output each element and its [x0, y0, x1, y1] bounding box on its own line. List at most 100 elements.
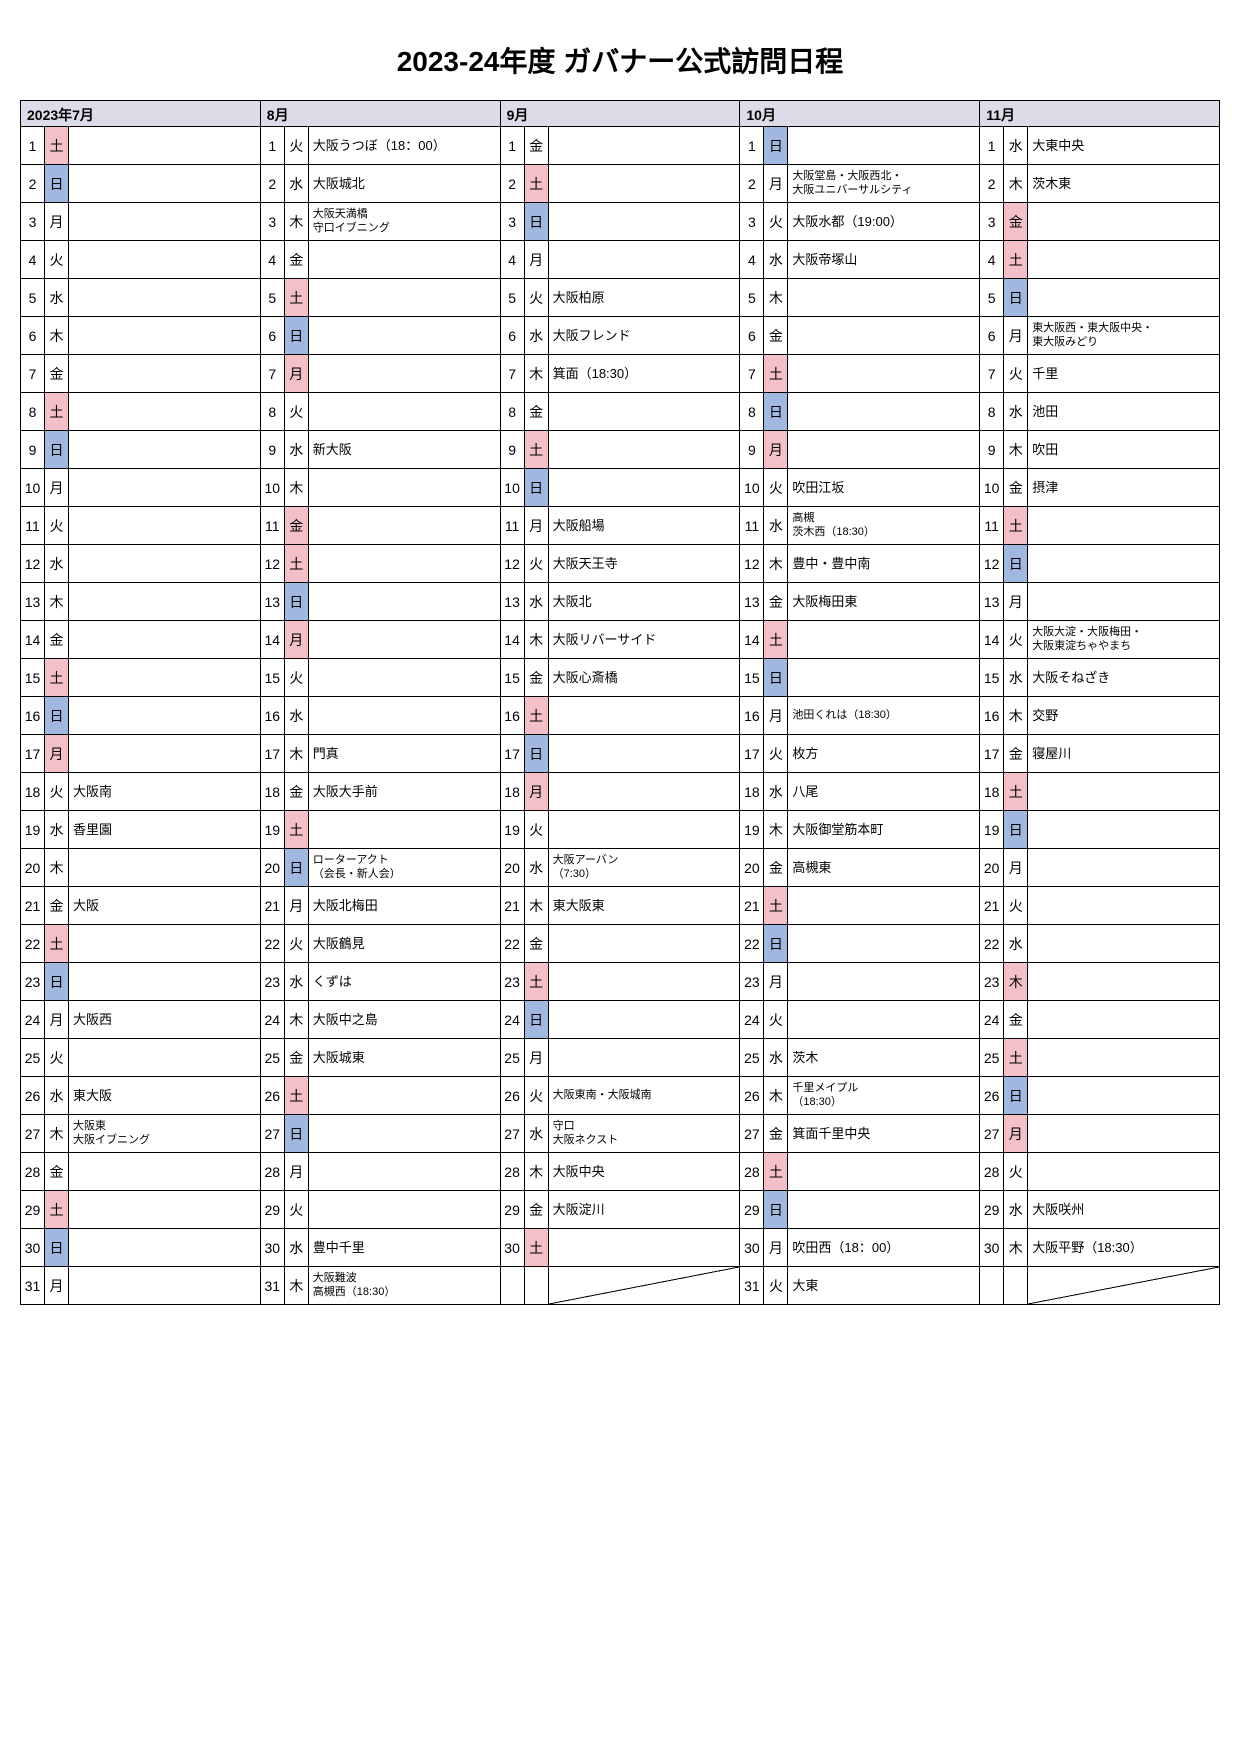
- day-row: 1火大阪うつぼ（18：00）: [261, 127, 501, 165]
- day-row: 1土: [21, 127, 261, 165]
- event-cell: [69, 659, 260, 696]
- day-number: 18: [740, 773, 764, 810]
- day-of-week: 土: [45, 127, 69, 164]
- event-cell: [1028, 583, 1219, 620]
- day-row: 3金: [980, 203, 1220, 241]
- day-row: 5火大阪柏原: [501, 279, 741, 317]
- event-cell: [1028, 925, 1219, 962]
- event-cell: [549, 925, 740, 962]
- day-row: 19土: [261, 811, 501, 849]
- day-number: 17: [501, 735, 525, 772]
- event-cell: 茨木東: [1028, 165, 1219, 202]
- day-row: 21月大阪北梅田: [261, 887, 501, 925]
- day-row: 25火: [21, 1039, 261, 1077]
- day-row: 24火: [740, 1001, 980, 1039]
- day-number: 13: [740, 583, 764, 620]
- day-number: 1: [261, 127, 285, 164]
- day-of-week: 土: [525, 431, 549, 468]
- event-cell: 大阪そねざき: [1028, 659, 1219, 696]
- event-cell: [69, 583, 260, 620]
- day-of-week: 日: [764, 925, 788, 962]
- day-row: 5水: [21, 279, 261, 317]
- day-number: 11: [261, 507, 285, 544]
- day-row: 10木: [261, 469, 501, 507]
- day-row: 14木大阪リバーサイド: [501, 621, 741, 659]
- event-cell: [69, 697, 260, 734]
- event-cell: 大阪天満橋 守口イブニング: [309, 203, 500, 240]
- event-cell: [549, 1001, 740, 1038]
- day-number: 25: [740, 1039, 764, 1076]
- day-row: 13木: [21, 583, 261, 621]
- day-number: 23: [21, 963, 45, 1000]
- day-row: 10月: [21, 469, 261, 507]
- day-of-week: 土: [525, 1229, 549, 1266]
- event-cell: [309, 355, 500, 392]
- event-cell: [788, 1153, 979, 1190]
- day-number: 22: [21, 925, 45, 962]
- day-of-week: 火: [285, 1191, 309, 1228]
- day-of-week: 日: [1004, 811, 1028, 848]
- event-cell: 吹田江坂: [788, 469, 979, 506]
- event-cell: [69, 621, 260, 658]
- day-of-week: 水: [764, 507, 788, 544]
- event-cell: [549, 393, 740, 430]
- day-of-week: 金: [525, 659, 549, 696]
- day-of-week: 火: [285, 393, 309, 430]
- day-of-week: 水: [285, 697, 309, 734]
- day-number: 4: [501, 241, 525, 278]
- day-row: 29水大阪咲州: [980, 1191, 1220, 1229]
- event-cell: 交野: [1028, 697, 1219, 734]
- day-number: 21: [21, 887, 45, 924]
- event-cell: [69, 1267, 260, 1304]
- day-of-week: 火: [45, 241, 69, 278]
- day-of-week: 火: [285, 659, 309, 696]
- day-of-week: 月: [525, 1039, 549, 1076]
- day-number: 6: [261, 317, 285, 354]
- event-cell: [309, 811, 500, 848]
- day-row: 11火: [21, 507, 261, 545]
- day-number: 8: [980, 393, 1004, 430]
- event-cell: [1028, 241, 1219, 278]
- day-of-week: 水: [45, 279, 69, 316]
- day-number: 13: [501, 583, 525, 620]
- day-number: 21: [261, 887, 285, 924]
- day-of-week: 金: [1004, 203, 1028, 240]
- day-number: 13: [21, 583, 45, 620]
- event-cell: [309, 545, 500, 582]
- event-cell: 枚方: [788, 735, 979, 772]
- day-number: 7: [261, 355, 285, 392]
- month-column: 11月1水大東中央2木茨木東3金4土5日6月東大阪西・東大阪中央・ 東大阪みどり…: [980, 101, 1220, 1305]
- day-row: 12木豊中・豊中南: [740, 545, 980, 583]
- event-cell: [788, 621, 979, 658]
- day-of-week: 月: [285, 887, 309, 924]
- day-number: 6: [21, 317, 45, 354]
- event-cell: 千里メイプル （18:30）: [788, 1077, 979, 1114]
- day-of-week: 日: [1004, 1077, 1028, 1114]
- day-of-week: 火: [285, 925, 309, 962]
- month-header: 8月: [261, 101, 501, 127]
- event-cell: [69, 1191, 260, 1228]
- day-of-week: 金: [285, 1039, 309, 1076]
- day-number: 12: [740, 545, 764, 582]
- event-cell: [69, 127, 260, 164]
- event-cell: [549, 127, 740, 164]
- day-of-week: 土: [1004, 773, 1028, 810]
- day-row: 14土: [740, 621, 980, 659]
- day-number: 29: [501, 1191, 525, 1228]
- day-number: 23: [980, 963, 1004, 1000]
- event-cell: [309, 659, 500, 696]
- day-of-week: 木: [45, 849, 69, 886]
- day-of-week: 土: [764, 355, 788, 392]
- event-cell: 大阪天王寺: [549, 545, 740, 582]
- day-of-week: 金: [764, 583, 788, 620]
- day-row: 30日: [21, 1229, 261, 1267]
- day-row: 19水香里園: [21, 811, 261, 849]
- day-number: 14: [980, 621, 1004, 658]
- day-row: 30土: [501, 1229, 741, 1267]
- day-number: 3: [501, 203, 525, 240]
- month-column: 2023年7月1土2日3月4火5水6木7金8土9日10月11火12水13木14金…: [21, 101, 261, 1305]
- day-number: 10: [261, 469, 285, 506]
- day-of-week: 日: [764, 659, 788, 696]
- day-of-week: 月: [1004, 849, 1028, 886]
- day-number: 25: [980, 1039, 1004, 1076]
